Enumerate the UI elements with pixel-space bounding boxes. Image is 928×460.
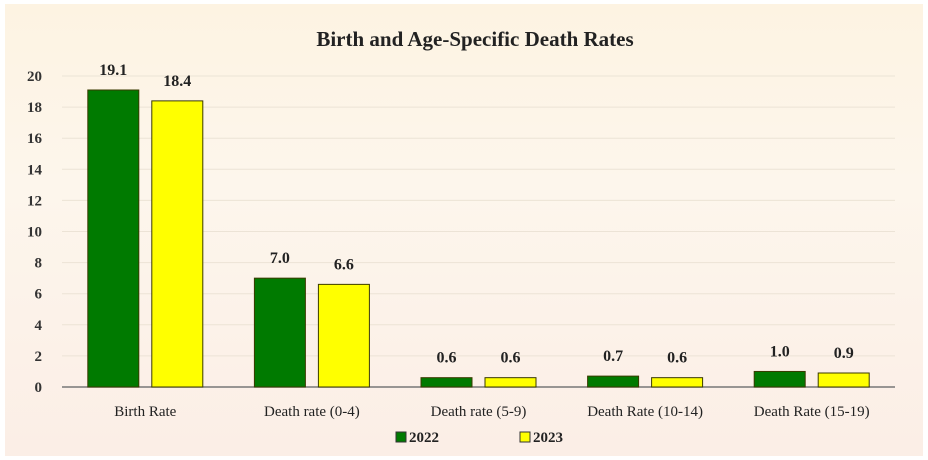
y-tick-label: 16 [27, 131, 43, 147]
data-label: 0.9 [834, 345, 854, 362]
data-label: 0.6 [437, 350, 457, 367]
data-label: 19.1 [99, 62, 127, 79]
data-label: 0.6 [667, 350, 687, 367]
bar-2023 [484, 377, 537, 388]
y-tick-label: 6 [35, 287, 43, 303]
y-tick-label: 12 [27, 193, 42, 209]
data-label: 0.7 [603, 348, 623, 365]
bar-2022 [87, 89, 140, 388]
data-label: 6.6 [334, 256, 354, 273]
y-tick-label: 18 [27, 100, 42, 116]
y-tick-label: 0 [35, 380, 43, 396]
y-tick-label: 20 [27, 69, 42, 85]
x-category-label: Death Rate (15-19) [754, 404, 870, 420]
legend-label: 2023 [533, 430, 563, 446]
bar-2022 [420, 377, 473, 388]
x-category-label: Death rate (0-4) [264, 404, 360, 420]
data-label: 0.6 [501, 350, 521, 367]
bar-2022 [587, 375, 640, 388]
y-tick-label: 14 [27, 162, 43, 178]
y-tick-label: 8 [35, 256, 43, 272]
chart-title: Birth and Age-Specific Death Rates [316, 27, 633, 51]
legend-label: 2022 [409, 430, 439, 446]
bar-2023 [817, 372, 870, 388]
x-category-label: Death rate (5-9) [431, 404, 527, 420]
y-tick-label: 10 [27, 225, 42, 241]
bar-2022 [753, 370, 806, 388]
x-category-label: Birth Rate [114, 404, 176, 420]
bar-2023 [317, 283, 370, 388]
bar-2023 [651, 377, 704, 388]
y-tick-label: 2 [35, 349, 43, 365]
data-label: 18.4 [163, 73, 191, 90]
x-category-label: Death Rate (10-14) [587, 404, 703, 420]
bar-2023 [151, 100, 204, 388]
legend-swatch-2022 [395, 431, 407, 443]
data-label: 1.0 [770, 343, 790, 360]
legend-swatch-2023 [519, 431, 531, 443]
bar-2022 [253, 277, 306, 388]
data-label: 7.0 [270, 250, 290, 267]
y-tick-label: 4 [35, 318, 43, 334]
